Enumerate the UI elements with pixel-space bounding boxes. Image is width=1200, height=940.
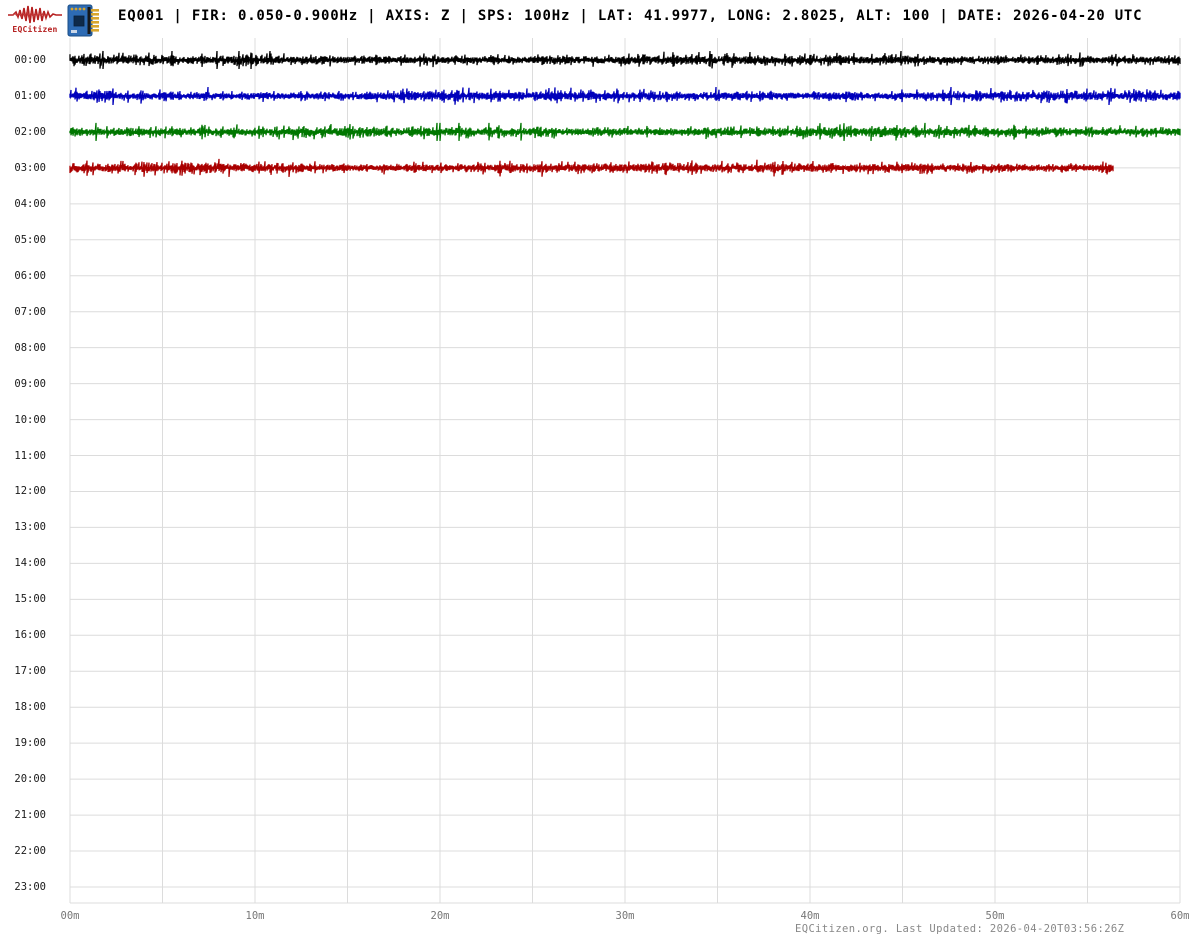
hour-label-2200: 22:00 xyxy=(14,845,46,858)
sensor-board-icon xyxy=(67,4,99,37)
hour-label-0900: 09:00 xyxy=(14,377,46,390)
hour-label-1600: 16:00 xyxy=(14,629,46,642)
hour-label-0200: 02:00 xyxy=(14,125,46,138)
footer-status: EQCitizen.org. Last Updated: 2026-04-20T… xyxy=(795,923,1125,935)
x-tick-label-30m: 30m xyxy=(615,910,635,922)
hour-label-1200: 12:00 xyxy=(14,485,46,498)
brand-text: EQCitizen xyxy=(12,25,58,34)
hour-label-0600: 06:00 xyxy=(14,269,46,282)
x-tick-label-10m: 10m xyxy=(245,910,265,922)
hour-label-2000: 20:00 xyxy=(14,773,46,786)
hour-label-1400: 14:00 xyxy=(14,557,46,570)
hour-label-1700: 17:00 xyxy=(14,665,46,678)
x-tick-label-50m: 50m xyxy=(985,910,1005,922)
hour-label-2300: 23:00 xyxy=(14,881,46,893)
hour-label-1800: 18:00 xyxy=(14,701,46,714)
hour-label-0800: 08:00 xyxy=(14,341,46,354)
eqcitizen-logo: EQCitizen xyxy=(6,4,64,34)
trace-0100 xyxy=(69,86,1181,106)
hour-label-0300: 03:00 xyxy=(14,161,46,174)
hour-label-0500: 05:00 xyxy=(14,233,46,246)
trace-0000 xyxy=(69,50,1181,70)
trace-0200 xyxy=(69,122,1181,141)
x-tick-label-20m: 20m xyxy=(430,910,450,922)
x-tick-label-00m: 00m xyxy=(60,910,80,922)
hour-label-0000: 00:00 xyxy=(14,54,46,66)
hour-label-0100: 01:00 xyxy=(14,89,46,102)
hour-label-1900: 19:00 xyxy=(14,737,46,750)
hour-label-1000: 10:00 xyxy=(14,413,46,426)
hour-label-1500: 15:00 xyxy=(14,593,46,606)
x-tick-label-60m: 60m xyxy=(1170,910,1190,922)
hour-label-0400: 04:00 xyxy=(14,197,46,210)
hour-label-2100: 21:00 xyxy=(14,809,46,822)
seismic-waveform-icon xyxy=(8,5,62,24)
hour-label-1300: 13:00 xyxy=(14,521,46,534)
station-info-title: EQ001 | FIR: 0.050-0.900Hz | AXIS: Z | S… xyxy=(118,8,1143,24)
hour-label-1100: 11:00 xyxy=(14,449,46,462)
x-tick-label-40m: 40m xyxy=(800,910,820,922)
hour-label-0700: 07:00 xyxy=(14,305,46,318)
trace-0300 xyxy=(69,158,1114,177)
